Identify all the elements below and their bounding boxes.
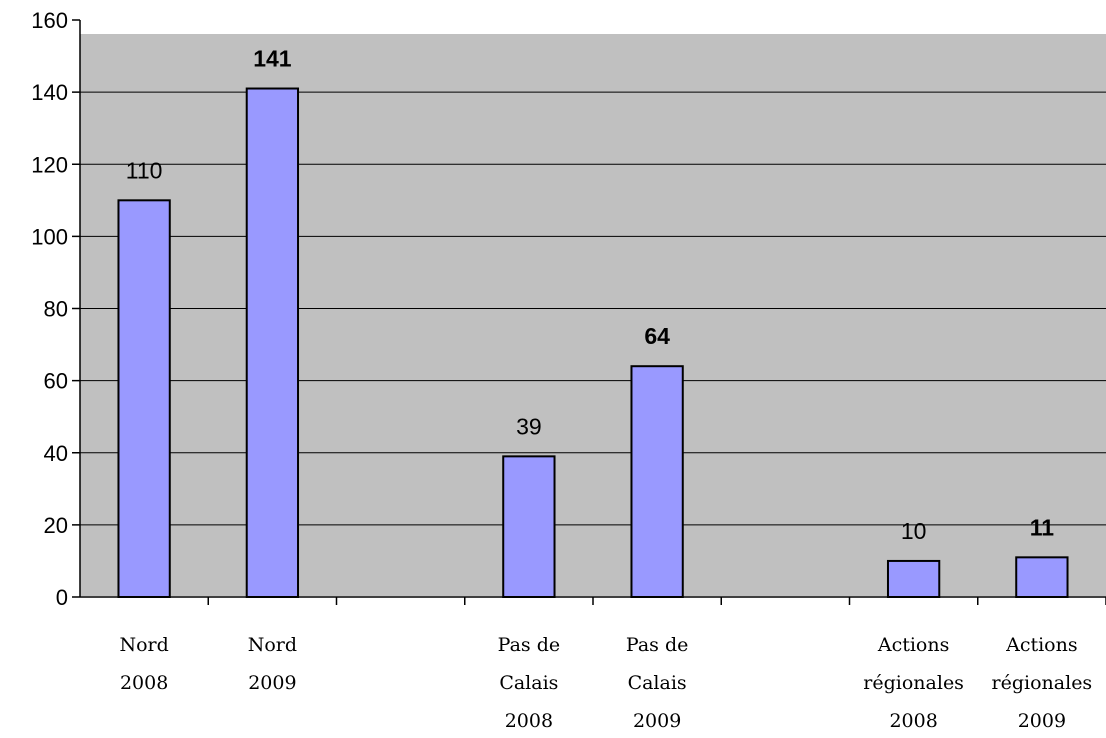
bar	[245, 87, 300, 599]
plot-area	[80, 34, 1106, 596]
x-category-label: Pas de Calais 2008	[498, 634, 560, 732]
y-axis-ticks: 0 20 40 60 80 100 120 140 160	[31, 8, 80, 610]
x-category-label: Actions régionales 2008	[863, 634, 964, 732]
y-tick-label: 20	[44, 513, 68, 538]
x-category-label: Nord 2008	[119, 634, 168, 694]
y-tick-label: 60	[44, 369, 68, 394]
data-label: 141	[253, 46, 292, 72]
y-tick-label: 0	[56, 585, 68, 610]
data-label: 10	[901, 518, 927, 544]
x-category-label: Nord 2009	[248, 634, 297, 694]
y-tick-label: 100	[31, 224, 68, 249]
bar	[886, 559, 941, 598]
x-category-label: Pas de Calais 2009	[626, 634, 688, 732]
x-axis-ticks	[207, 597, 1106, 605]
y-tick-label: 80	[44, 297, 68, 322]
y-tick-label: 140	[31, 80, 68, 105]
bar	[117, 199, 171, 598]
y-tick-label: 40	[44, 441, 68, 466]
x-category-label: Actions régionales 2009	[992, 634, 1093, 732]
data-label: 11	[1030, 514, 1055, 540]
data-label: 64	[644, 323, 670, 349]
bar	[502, 455, 556, 599]
data-label: 110	[126, 157, 163, 183]
bar	[630, 365, 684, 599]
data-labels: 110 141 39 64 10 11	[126, 46, 1054, 544]
bar	[1015, 556, 1069, 598]
y-tick-label: 160	[31, 8, 68, 33]
data-label: 39	[516, 413, 542, 439]
x-axis-categories: Nord 2008 Nord 2009 Pas de Calais 2008 Pas de Ca…	[119, 634, 1092, 732]
y-tick-label: 120	[31, 152, 68, 177]
